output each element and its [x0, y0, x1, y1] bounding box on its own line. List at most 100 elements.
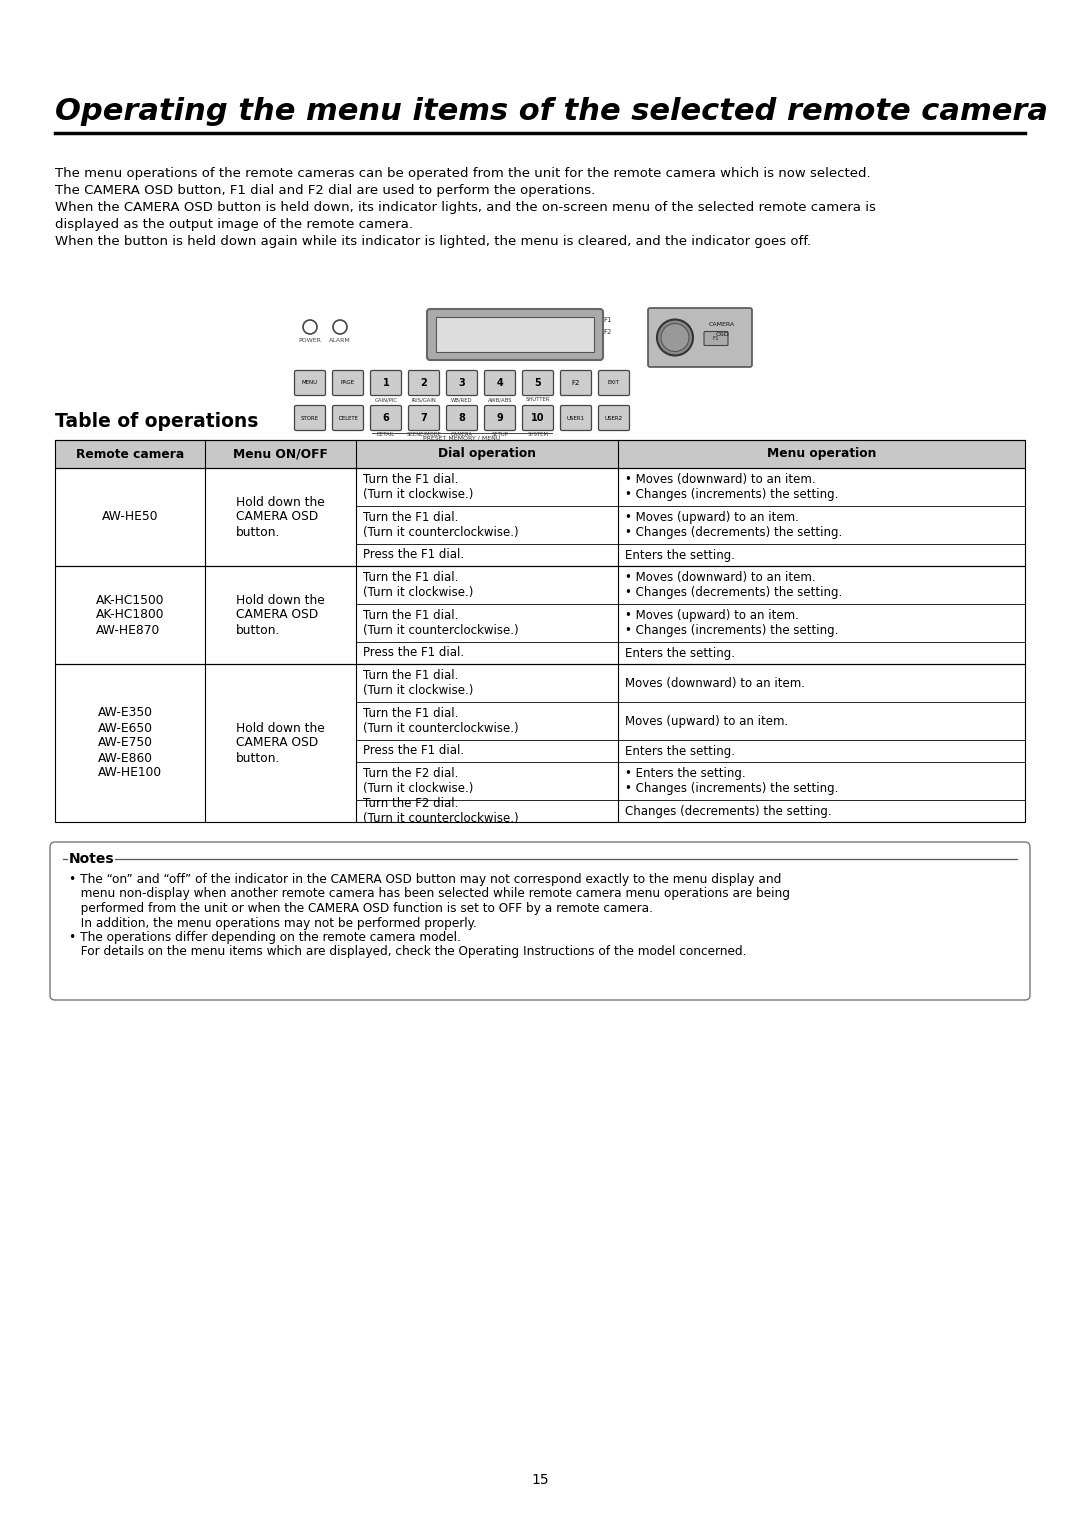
FancyBboxPatch shape: [598, 371, 630, 395]
Text: Turn the F2 dial.
(Turn it counterclockwise.): Turn the F2 dial. (Turn it counterclockw…: [363, 797, 518, 825]
Text: Turn the F1 dial.
(Turn it counterclockwise.): Turn the F1 dial. (Turn it counterclockw…: [363, 707, 518, 734]
Circle shape: [661, 324, 689, 351]
FancyBboxPatch shape: [370, 406, 402, 431]
Text: • Moves (upward) to an item.
• Changes (decrements) the setting.: • Moves (upward) to an item. • Changes (…: [624, 512, 841, 539]
Text: • Moves (upward) to an item.
• Changes (increments) the setting.: • Moves (upward) to an item. • Changes (…: [624, 609, 838, 637]
Text: • Enters the setting.
• Changes (increments) the setting.: • Enters the setting. • Changes (increme…: [624, 767, 838, 796]
Text: PRESET MEMORY / MENU: PRESET MEMORY / MENU: [423, 435, 501, 440]
Text: Moves (upward) to an item.: Moves (upward) to an item.: [624, 715, 787, 727]
Circle shape: [657, 319, 693, 356]
Text: 2: 2: [420, 379, 428, 388]
Text: displayed as the output image of the remote camera.: displayed as the output image of the rem…: [55, 218, 413, 231]
Text: Press the F1 dial.: Press the F1 dial.: [363, 646, 463, 660]
Text: 7: 7: [420, 412, 428, 423]
Text: 3: 3: [459, 379, 465, 388]
Text: Remote camera: Remote camera: [76, 447, 185, 461]
Text: WB/RED: WB/RED: [451, 397, 473, 402]
FancyBboxPatch shape: [295, 406, 325, 431]
Text: When the button is held down again while its indicator is lighted, the menu is c: When the button is held down again while…: [55, 235, 811, 247]
Text: Press the F1 dial.: Press the F1 dial.: [363, 745, 463, 757]
Text: ALARM: ALARM: [329, 337, 351, 344]
Text: DELETE: DELETE: [338, 415, 357, 420]
Text: Enters the setting.: Enters the setting.: [624, 646, 734, 660]
Bar: [55, 440, 1025, 467]
Bar: [436, 318, 594, 353]
FancyBboxPatch shape: [561, 406, 592, 431]
Text: Turn the F1 dial.
(Turn it counterclockwise.): Turn the F1 dial. (Turn it counterclockw…: [363, 609, 518, 637]
FancyBboxPatch shape: [648, 308, 752, 366]
Text: 1: 1: [382, 379, 390, 388]
Text: 10: 10: [531, 412, 544, 423]
Text: Operating the menu items of the selected remote camera: Operating the menu items of the selected…: [55, 98, 1048, 127]
FancyBboxPatch shape: [485, 406, 515, 431]
Text: STORE: STORE: [301, 415, 319, 420]
Text: SHUTTER: SHUTTER: [526, 397, 550, 402]
Text: SETUP: SETUP: [491, 432, 509, 437]
Text: USER1: USER1: [567, 415, 585, 420]
FancyBboxPatch shape: [523, 371, 554, 395]
Bar: [55, 467, 1025, 567]
Text: Hold down the
CAMERA OSD
button.: Hold down the CAMERA OSD button.: [237, 721, 325, 765]
Text: IRIS/GAIN: IRIS/GAIN: [411, 397, 436, 402]
FancyBboxPatch shape: [561, 371, 592, 395]
FancyBboxPatch shape: [523, 406, 554, 431]
Text: Turn the F2 dial.
(Turn it clockwise.): Turn the F2 dial. (Turn it clockwise.): [363, 767, 473, 796]
Text: menu non-display when another remote camera has been selected while remote camer: menu non-display when another remote cam…: [69, 887, 789, 901]
Text: • Moves (downward) to an item.
• Changes (increments) the setting.: • Moves (downward) to an item. • Changes…: [624, 473, 838, 501]
Text: Notes: Notes: [69, 852, 114, 866]
FancyBboxPatch shape: [704, 331, 728, 345]
Text: 4: 4: [497, 379, 503, 388]
FancyBboxPatch shape: [446, 406, 477, 431]
FancyBboxPatch shape: [333, 371, 364, 395]
Text: USER2: USER2: [605, 415, 623, 420]
Text: Table of operations: Table of operations: [55, 412, 258, 431]
FancyBboxPatch shape: [427, 308, 603, 360]
Text: Hold down the
CAMERA OSD
button.: Hold down the CAMERA OSD button.: [237, 495, 325, 539]
Text: Dial operation: Dial operation: [437, 447, 536, 461]
Text: When the CAMERA OSD button is held down, its indicator lights, and the on-screen: When the CAMERA OSD button is held down,…: [55, 202, 876, 214]
Text: GAIN/PIC: GAIN/PIC: [375, 397, 397, 402]
Text: Changes (decrements) the setting.: Changes (decrements) the setting.: [624, 805, 832, 817]
Text: AK-HC1500
AK-HC1800
AW-HE870: AK-HC1500 AK-HC1800 AW-HE870: [96, 594, 164, 637]
Text: F1: F1: [713, 336, 719, 341]
FancyBboxPatch shape: [408, 371, 440, 395]
Text: F1: F1: [603, 318, 611, 324]
Text: Menu ON/OFF: Menu ON/OFF: [233, 447, 328, 461]
Text: The menu operations of the remote cameras can be operated from the unit for the : The menu operations of the remote camera…: [55, 166, 870, 180]
FancyBboxPatch shape: [446, 371, 477, 395]
Text: 6: 6: [382, 412, 390, 423]
Text: CAMERA: CAMERA: [708, 322, 735, 327]
Text: SYSTEM: SYSTEM: [527, 432, 549, 437]
Text: OSD: OSD: [715, 331, 729, 337]
Text: Turn the F1 dial.
(Turn it clockwise.): Turn the F1 dial. (Turn it clockwise.): [363, 571, 473, 599]
Text: Turn the F1 dial.
(Turn it clockwise.): Turn the F1 dial. (Turn it clockwise.): [363, 473, 473, 501]
Text: POWER: POWER: [298, 337, 322, 344]
Text: F2: F2: [603, 328, 611, 334]
Text: • Moves (downward) to an item.
• Changes (decrements) the setting.: • Moves (downward) to an item. • Changes…: [624, 571, 841, 599]
Text: • The “on” and “off” of the indicator in the CAMERA OSD button may not correspon: • The “on” and “off” of the indicator in…: [69, 873, 781, 886]
Text: Turn the F1 dial.
(Turn it counterclockwise.): Turn the F1 dial. (Turn it counterclockw…: [363, 512, 518, 539]
Text: In addition, the menu operations may not be performed properly.: In addition, the menu operations may not…: [69, 916, 476, 930]
FancyBboxPatch shape: [370, 371, 402, 395]
Text: 5: 5: [535, 379, 541, 388]
Text: • The operations differ depending on the remote camera model.: • The operations differ depending on the…: [69, 931, 461, 944]
Text: Turn the F1 dial.
(Turn it clockwise.): Turn the F1 dial. (Turn it clockwise.): [363, 669, 473, 696]
Text: Moves (downward) to an item.: Moves (downward) to an item.: [624, 676, 805, 690]
Text: 8: 8: [459, 412, 465, 423]
FancyBboxPatch shape: [333, 406, 364, 431]
Text: Enters the setting.: Enters the setting.: [624, 548, 734, 562]
Text: Menu operation: Menu operation: [767, 447, 876, 461]
FancyBboxPatch shape: [295, 371, 325, 395]
FancyBboxPatch shape: [598, 406, 630, 431]
Text: F2: F2: [571, 380, 580, 386]
Text: AWB/ABS: AWB/ABS: [488, 397, 512, 402]
Text: For details on the menu items which are displayed, check the Operating Instructi: For details on the menu items which are …: [69, 945, 746, 959]
Text: MENU: MENU: [302, 380, 319, 385]
Text: DETAIL: DETAIL: [377, 432, 395, 437]
Text: Enters the setting.: Enters the setting.: [624, 745, 734, 757]
Text: The CAMERA OSD button, F1 dial and F2 dial are used to perform the operations.: The CAMERA OSD button, F1 dial and F2 di…: [55, 183, 595, 197]
Text: AW-E350
AW-E650
AW-E750
AW-E860
AW-HE100: AW-E350 AW-E650 AW-E750 AW-E860 AW-HE100: [98, 707, 162, 779]
Bar: [55, 567, 1025, 664]
Text: SCENE/MODE: SCENE/MODE: [406, 432, 442, 437]
Text: Press the F1 dial.: Press the F1 dial.: [363, 548, 463, 562]
